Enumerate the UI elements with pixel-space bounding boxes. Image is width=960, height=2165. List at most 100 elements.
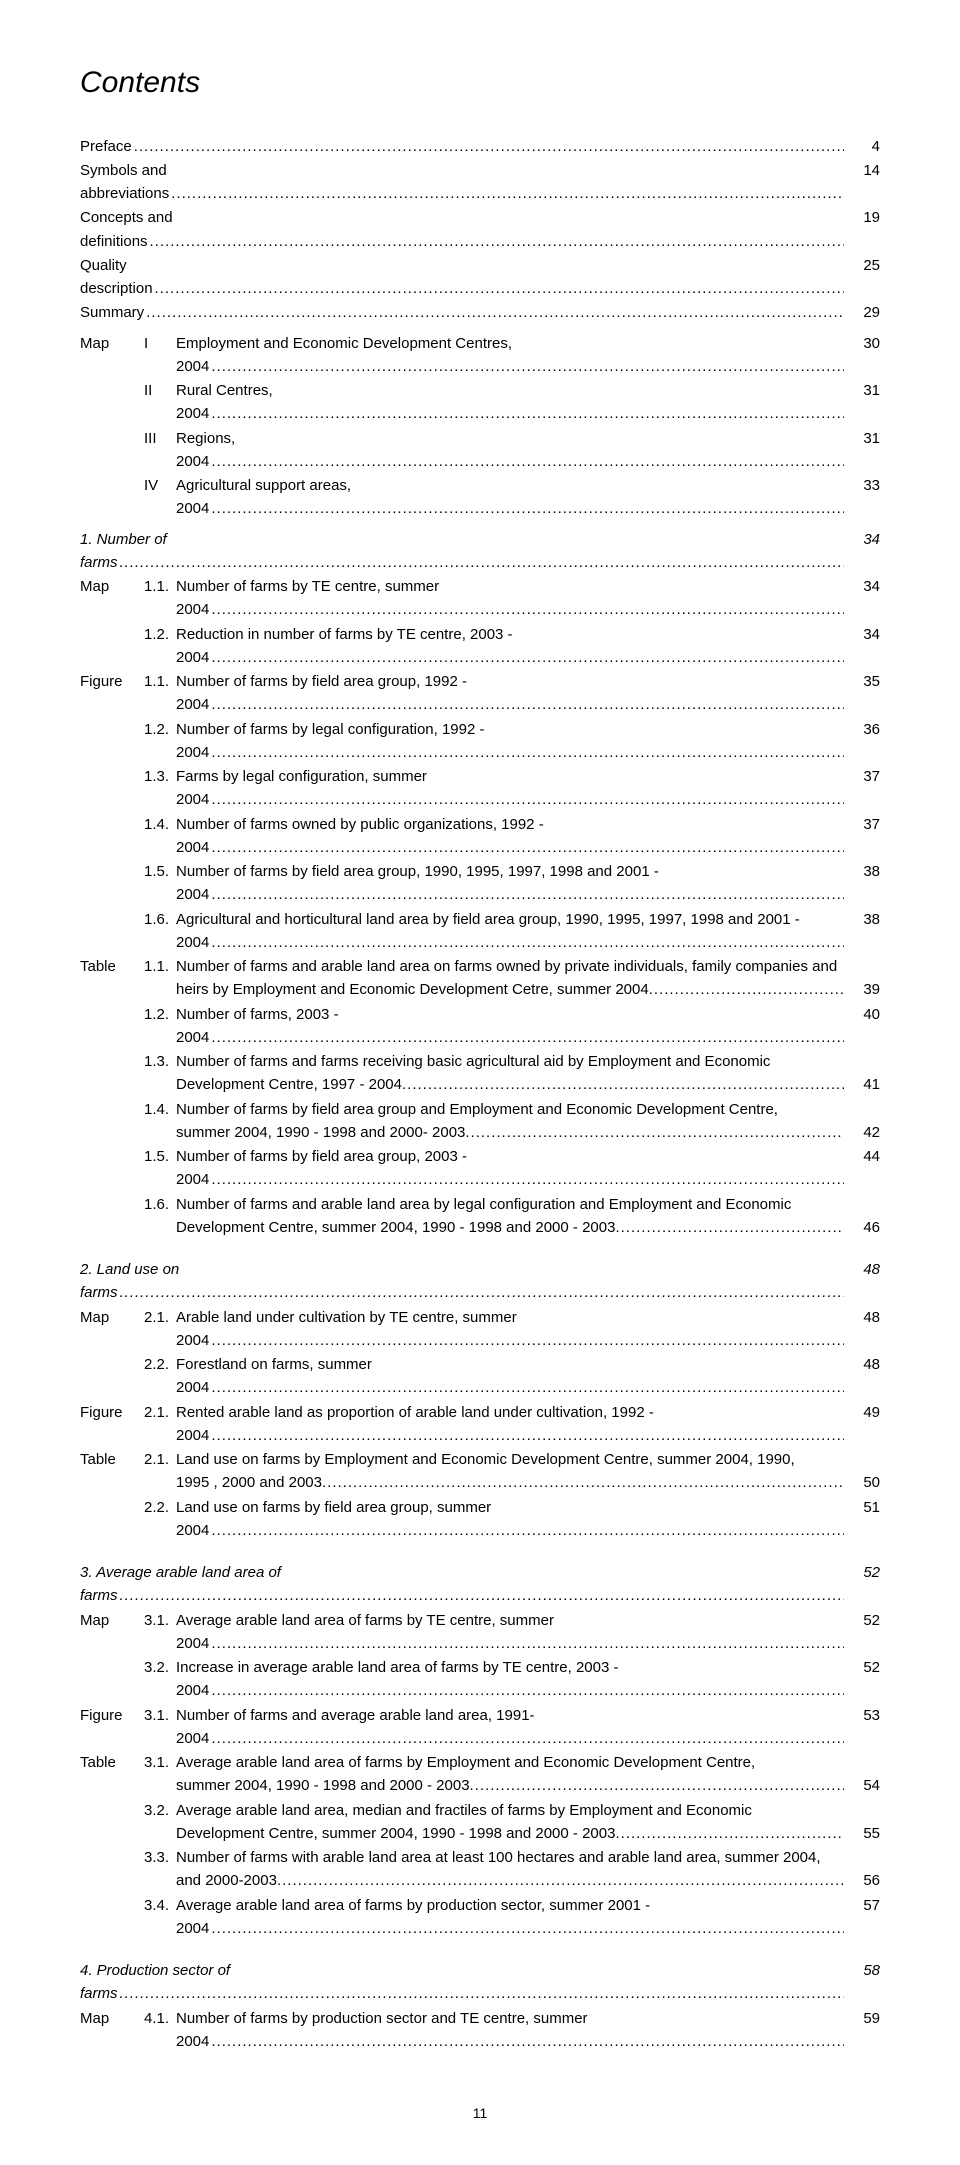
toc-page: 19 xyxy=(844,206,880,229)
toc-row: Figure 2.1. Rented arable land as propor… xyxy=(80,1401,880,1448)
toc-title: Forestland on farms, summer 2004 xyxy=(176,1356,844,1396)
toc-page: 52 xyxy=(844,1561,880,1584)
toc-page: 48 xyxy=(844,1353,880,1376)
toc-row: Table 2.1. Land use on farms by Employme… xyxy=(80,1448,880,1495)
toc-page: 50 xyxy=(844,1471,880,1494)
toc-row: IV Agricultural support areas, 2004 33 xyxy=(80,474,880,521)
toc-num: II xyxy=(144,379,176,402)
toc-row: Map 3.1. Average arable land area of far… xyxy=(80,1609,880,1656)
toc-num: 2.1. xyxy=(144,1306,176,1329)
toc-page: 25 xyxy=(844,254,880,277)
toc-row: Symbols and abbreviations 14 xyxy=(80,159,880,206)
toc-title: Reduction in number of farms by TE centr… xyxy=(176,626,844,666)
toc-page: 42 xyxy=(844,1121,880,1144)
toc-row: 1.4. Number of farms by field area group… xyxy=(80,1098,880,1145)
toc-title: Land use on farms by Employment and Econ… xyxy=(176,1448,880,1471)
toc-row: 1.5. Number of farms by field area group… xyxy=(80,1145,880,1192)
toc-row: 3.2. Increase in average arable land are… xyxy=(80,1656,880,1703)
page-number: 11 xyxy=(80,2103,880,2125)
toc-page: 38 xyxy=(844,908,880,931)
toc-num: 2.1. xyxy=(144,1401,176,1424)
toc-page: 33 xyxy=(844,474,880,497)
toc-row: 1.2. Number of farms, 2003 - 2004 40 xyxy=(80,1003,880,1050)
section-heading: 2. Land use on farms 48 xyxy=(80,1258,880,1305)
toc-page: 35 xyxy=(844,670,880,693)
toc-title: Number of farms by legal configuration, … xyxy=(176,721,844,761)
toc-title: Number of farms and average arable land … xyxy=(176,1707,844,1747)
toc-row: 1.5. Number of farms by field area group… xyxy=(80,860,880,907)
toc-title: Arable land under cultivation by TE cent… xyxy=(176,1309,844,1349)
toc-title: Rural Centres, 2004 xyxy=(176,382,844,422)
toc-page: 49 xyxy=(844,1401,880,1424)
toc-label: Map xyxy=(80,575,144,598)
toc-page: 54 xyxy=(844,1774,880,1797)
toc-row: Map 2.1. Arable land under cultivation b… xyxy=(80,1306,880,1353)
toc-row: Map 1.1. Number of farms by TE centre, s… xyxy=(80,575,880,622)
toc-row: Preface 4 xyxy=(80,135,880,158)
toc-label: Figure xyxy=(80,1401,144,1424)
toc-row: 1.3. Farms by legal configuration, summe… xyxy=(80,765,880,812)
toc-num: 3.1. xyxy=(144,1609,176,1632)
toc-page: 55 xyxy=(844,1822,880,1845)
toc-title: Number of farms by production sector and… xyxy=(176,2010,844,2050)
toc: Preface 4 Symbols and abbreviations 14 C… xyxy=(80,135,880,2054)
toc-page: 40 xyxy=(844,1003,880,1026)
toc-page: 51 xyxy=(844,1496,880,1519)
toc-page: 57 xyxy=(844,1894,880,1917)
toc-num: 3.2. xyxy=(144,1656,176,1679)
toc-title: Number of farms owned by public organiza… xyxy=(176,816,844,856)
toc-row: 1.6. Agricultural and horticultural land… xyxy=(80,908,880,955)
toc-row: Map I Employment and Economic Developmen… xyxy=(80,332,880,379)
toc-row: III Regions, 2004 31 xyxy=(80,427,880,474)
toc-title: Quality description xyxy=(80,257,844,297)
toc-page: 4 xyxy=(844,135,880,158)
toc-title: Number of farms by field area group, 199… xyxy=(176,673,844,713)
toc-num: 1.4. xyxy=(144,813,176,836)
toc-label: Figure xyxy=(80,1704,144,1727)
toc-num: 1.2. xyxy=(144,1003,176,1026)
toc-row: 1.4. Number of farms owned by public org… xyxy=(80,813,880,860)
toc-num: 1.5. xyxy=(144,860,176,883)
toc-num: 1.2. xyxy=(144,623,176,646)
toc-title: Number of farms, 2003 - 2004 xyxy=(176,1006,844,1046)
toc-row: 1.2. Reduction in number of farms by TE … xyxy=(80,623,880,670)
toc-title: Average arable land area, median and fra… xyxy=(176,1799,880,1822)
toc-num: 1.3. xyxy=(144,1050,176,1073)
toc-page: 59 xyxy=(844,2007,880,2030)
toc-title: Regions, 2004 xyxy=(176,430,844,470)
toc-page: 48 xyxy=(844,1258,880,1281)
toc-label: Table xyxy=(80,1751,144,1774)
toc-row: Figure 1.1. Number of farms by field are… xyxy=(80,670,880,717)
toc-page: 53 xyxy=(844,1704,880,1727)
toc-page: 31 xyxy=(844,379,880,402)
toc-num: 1.3. xyxy=(144,765,176,788)
section-heading: 1. Number of farms 34 xyxy=(80,528,880,575)
toc-title: Preface xyxy=(80,138,844,155)
page-title: Contents xyxy=(80,60,880,107)
toc-title: Number of farms by TE centre, summer 200… xyxy=(176,578,844,618)
toc-title: Number of farms and arable land area on … xyxy=(176,955,880,978)
toc-page: 39 xyxy=(844,978,880,1001)
toc-title: Average arable land area of farms by Emp… xyxy=(176,1751,880,1774)
toc-num: 1.4. xyxy=(144,1098,176,1121)
toc-label: Map xyxy=(80,1306,144,1329)
toc-title: Agricultural and horticultural land area… xyxy=(176,911,844,951)
toc-num: 1.2. xyxy=(144,718,176,741)
section-heading: 4. Production sector of farms 58 xyxy=(80,1959,880,2006)
toc-row: II Rural Centres, 2004 31 xyxy=(80,379,880,426)
toc-page: 37 xyxy=(844,765,880,788)
toc-row: 2.2. Forestland on farms, summer 2004 48 xyxy=(80,1353,880,1400)
toc-row: 3.3. Number of farms with arable land ar… xyxy=(80,1846,880,1893)
toc-row: Table 1.1. Number of farms and arable la… xyxy=(80,955,880,1002)
toc-page: 34 xyxy=(844,575,880,598)
toc-page: 37 xyxy=(844,813,880,836)
toc-page: 36 xyxy=(844,718,880,741)
toc-num: 3.2. xyxy=(144,1799,176,1822)
toc-page: 29 xyxy=(844,301,880,324)
toc-num: 3.4. xyxy=(144,1894,176,1917)
toc-page: 52 xyxy=(844,1656,880,1679)
toc-page: 31 xyxy=(844,427,880,450)
toc-page: 52 xyxy=(844,1609,880,1632)
toc-row: 1.2. Number of farms by legal configurat… xyxy=(80,718,880,765)
toc-page: 34 xyxy=(844,528,880,551)
